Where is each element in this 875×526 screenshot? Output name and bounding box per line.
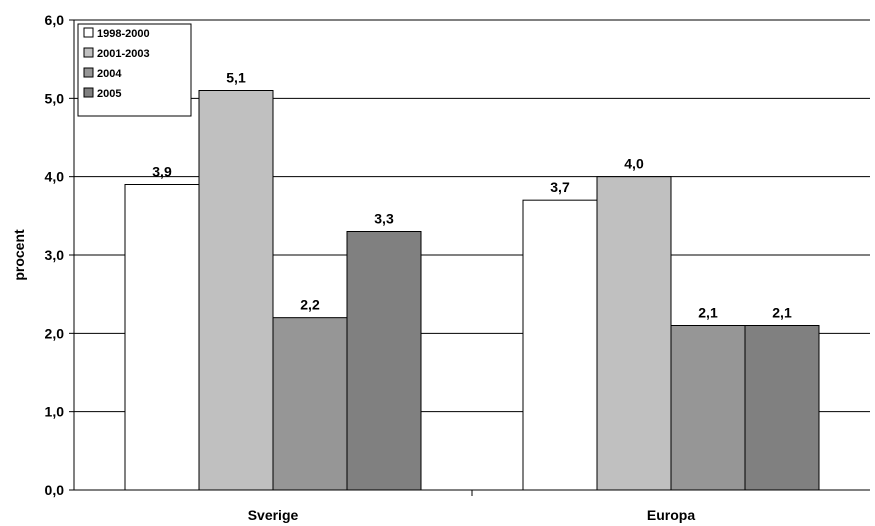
bar	[744, 325, 820, 491]
bar	[596, 176, 672, 491]
bar-value-label: 5,1	[226, 70, 246, 86]
y-tick-label: 3,0	[45, 247, 65, 263]
legend-label: 2001-2003	[97, 48, 150, 60]
y-tick-label: 5,0	[45, 90, 65, 106]
bar	[670, 325, 746, 491]
bar-value-label: 2,1	[772, 305, 792, 321]
y-tick-label: 0,0	[45, 482, 65, 498]
legend-swatch	[83, 27, 94, 38]
data-labels: 3,9 5,1 2,2 3,3 3,7 4,0 2,1 2,1	[152, 70, 792, 321]
y-tick-label: 1,0	[45, 404, 65, 420]
bar-value-label: 3,9	[152, 164, 172, 180]
y-tick-label: 4,0	[45, 169, 65, 185]
bars	[124, 90, 820, 491]
legend-label: 2005	[97, 88, 121, 100]
legend-label: 1998-2000	[97, 28, 150, 40]
bar-value-label: 3,3	[374, 211, 394, 227]
legend-swatch	[83, 87, 94, 98]
bar	[124, 184, 200, 491]
y-tick-label: 6,0	[45, 12, 65, 28]
bar	[346, 231, 422, 491]
bar-value-label: 2,1	[698, 305, 718, 321]
bar-value-label: 2,2	[300, 297, 320, 313]
y-tick-label: 2,0	[45, 325, 65, 341]
x-category-label: Sverige	[248, 507, 299, 523]
legend-label: 2004	[97, 68, 122, 80]
axes: 0,0 1,0 2,0 3,0 4,0 5,0 6,0 Sverige Europa	[45, 12, 870, 523]
legend-swatch	[83, 47, 94, 58]
legend-swatch	[83, 67, 94, 78]
bar-value-label: 4,0	[624, 156, 644, 172]
bar	[198, 90, 274, 491]
legend: 1998-2000 2001-2003 2004 2005	[77, 23, 192, 117]
x-category-label: Europa	[647, 507, 695, 523]
y-axis-title: procent	[11, 229, 27, 281]
bar	[522, 199, 598, 491]
bar-value-label: 3,7	[550, 179, 570, 195]
bar	[272, 317, 348, 491]
legend-box	[77, 23, 192, 117]
